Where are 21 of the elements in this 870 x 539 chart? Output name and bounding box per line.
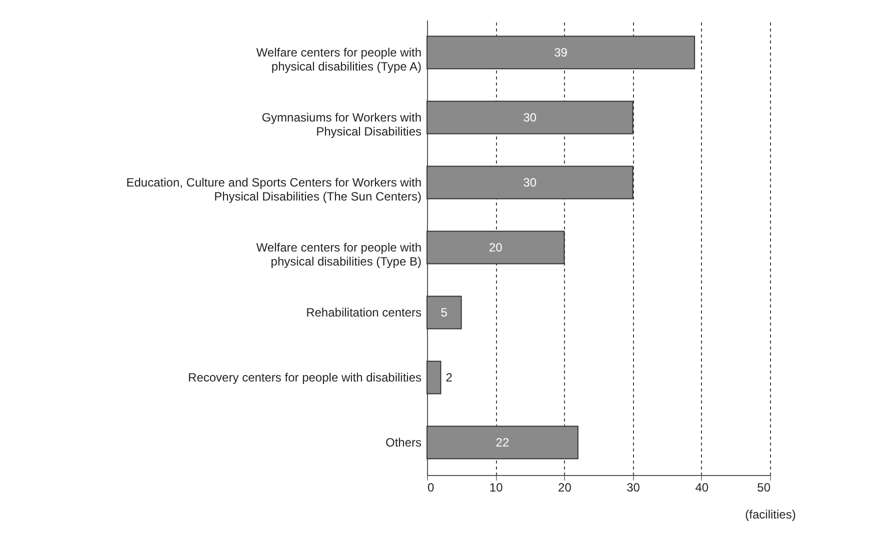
data-label: 30 — [523, 110, 537, 124]
y-tick-label: Others — [385, 436, 422, 450]
y-tick-label: Welfare centers for people with physical disabilities (Type B) — [256, 240, 422, 268]
y-tick-label: Welfare centers for people with physical disabilities (Type A) — [256, 46, 422, 74]
y-tick-label: Gymnasiums for Workers with Physical Disabilities — [262, 110, 422, 138]
x-tick-label: 40 — [695, 480, 709, 494]
data-label: 39 — [554, 46, 568, 60]
y-tick-label: Recovery centers for people with disabilities — [188, 370, 422, 384]
data-label: 20 — [488, 240, 503, 254]
y-tick-label: Education, Culture and Sports Centers for Workers with Physical Disabilities (The Sun Centers) — [126, 176, 422, 204]
x-axis-title: (facilities) — [745, 508, 796, 522]
x-tick-label: 0 — [428, 480, 434, 494]
y-tick-label: Rehabilitation centers — [306, 306, 422, 320]
x-tick-label: 20 — [558, 480, 572, 494]
data-label: 2 — [446, 370, 453, 384]
x-tick-label: 10 — [489, 480, 504, 494]
x-tick-label: 30 — [626, 480, 640, 494]
data-label: 30 — [523, 176, 537, 190]
x-tick-label: 50 — [757, 480, 771, 494]
data-label: 22 — [496, 436, 510, 450]
data-label: 5 — [440, 306, 448, 320]
